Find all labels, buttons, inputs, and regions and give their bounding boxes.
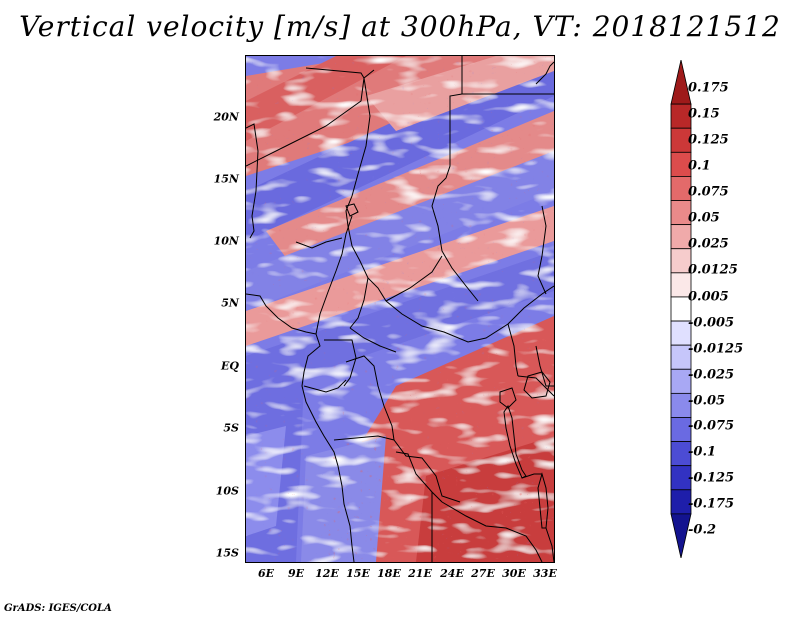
lon-tick-27e: 27E: [471, 567, 495, 580]
lat-tick-5s: 5S: [223, 421, 239, 435]
colorbar-label-01: 0.1: [688, 158, 711, 174]
colorbar-label-015: 0.15: [688, 106, 720, 122]
lon-tick-30e: 30E: [502, 567, 526, 580]
colorbar-label-005: 0.05: [688, 210, 720, 226]
colorbar: [670, 60, 692, 558]
colorbar-label-m0125: -0.125: [688, 470, 735, 486]
lat-tick-5n: 5N: [221, 296, 239, 310]
lon-tick-33e: 33E: [533, 567, 557, 580]
colorbar-label-m01: -0.1: [688, 444, 717, 460]
colorbar-label-0075: 0.075: [688, 184, 729, 200]
colorbar-label-m0005: -0.005: [688, 315, 735, 331]
lat-tick-15n: 15N: [213, 172, 239, 186]
map-panel: [245, 55, 555, 563]
lon-tick-18e: 18E: [377, 567, 401, 580]
colorbar-label-m0175: -0.175: [688, 496, 735, 512]
colorbar-label-0125: 0.125: [688, 132, 729, 148]
speckle-layer: [246, 56, 554, 562]
lon-tick-21e: 21E: [408, 567, 432, 580]
grads-credit: GrADS: IGES/COLA: [4, 603, 112, 614]
country-borders: [246, 56, 554, 562]
lon-tick-12e: 12E: [315, 567, 339, 580]
colorbar-label-0005: 0.005: [688, 289, 729, 305]
lon-tick-6e: 6E: [257, 567, 275, 580]
lon-tick-15e: 15E: [346, 567, 370, 580]
lon-tick-9e: 9E: [287, 567, 305, 580]
plot-title: Vertical velocity [m/s] at 300hPa, VT: 2…: [19, 10, 781, 43]
lon-tick-24e: 24E: [440, 567, 464, 580]
colorbar-label-m0025: -0.025: [688, 367, 735, 383]
colorbar-label-0175: 0.175: [688, 80, 729, 96]
lat-tick-15s: 15S: [215, 546, 239, 560]
colorbar-label-0025: 0.025: [688, 236, 729, 252]
lat-tick-10n: 10N: [213, 234, 239, 248]
colorbar-label-m0075: -0.075: [688, 418, 735, 434]
vertical-velocity-map: [246, 56, 554, 562]
colorbar-segment: [670, 513, 692, 558]
lat-tick-eq: EQ: [221, 359, 239, 373]
colorbar-label-m005: -0.05: [688, 393, 726, 409]
colorbar-label-00125: 0.0125: [688, 262, 738, 278]
colorbar-label-m02: -0.2: [688, 522, 717, 538]
lat-tick-20n: 20N: [213, 110, 239, 124]
colorbar-label-m00125: -0.0125: [688, 341, 744, 357]
lat-tick-10s: 10S: [215, 484, 239, 498]
